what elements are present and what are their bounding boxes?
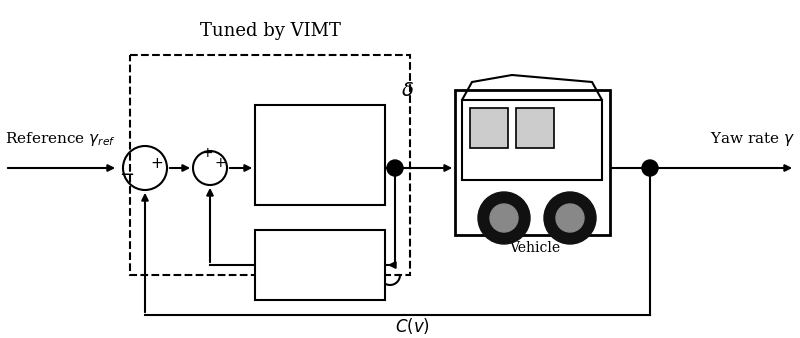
Text: +: + <box>214 156 226 170</box>
Bar <box>516 108 554 148</box>
Bar <box>462 100 602 180</box>
Circle shape <box>556 204 584 232</box>
Text: Yaw rate $\gamma$: Yaw rate $\gamma$ <box>710 130 795 148</box>
Circle shape <box>387 160 403 176</box>
Text: Vehicle: Vehicle <box>510 241 561 255</box>
Bar <box>255 230 385 300</box>
Bar <box>130 55 410 275</box>
Text: $\delta$: $\delta$ <box>402 82 414 100</box>
Text: −: − <box>119 166 134 184</box>
Text: $T_d$: $T_d$ <box>309 126 331 148</box>
Text: $G(v)$: $G(v)$ <box>302 255 338 275</box>
Circle shape <box>490 204 518 232</box>
Bar <box>455 90 610 235</box>
Text: +: + <box>201 146 213 160</box>
Text: Tuned by VIMT: Tuned by VIMT <box>199 22 341 40</box>
Text: +: + <box>150 155 163 170</box>
Text: Reference $\gamma_{ref}$: Reference $\gamma_{ref}$ <box>5 130 116 148</box>
Text: $C(v)$: $C(v)$ <box>395 316 430 336</box>
Bar <box>255 105 385 205</box>
Text: $G(v)$: $G(v)$ <box>302 165 338 185</box>
Bar <box>470 108 508 148</box>
Circle shape <box>544 192 596 244</box>
Circle shape <box>642 160 658 176</box>
Circle shape <box>478 192 530 244</box>
